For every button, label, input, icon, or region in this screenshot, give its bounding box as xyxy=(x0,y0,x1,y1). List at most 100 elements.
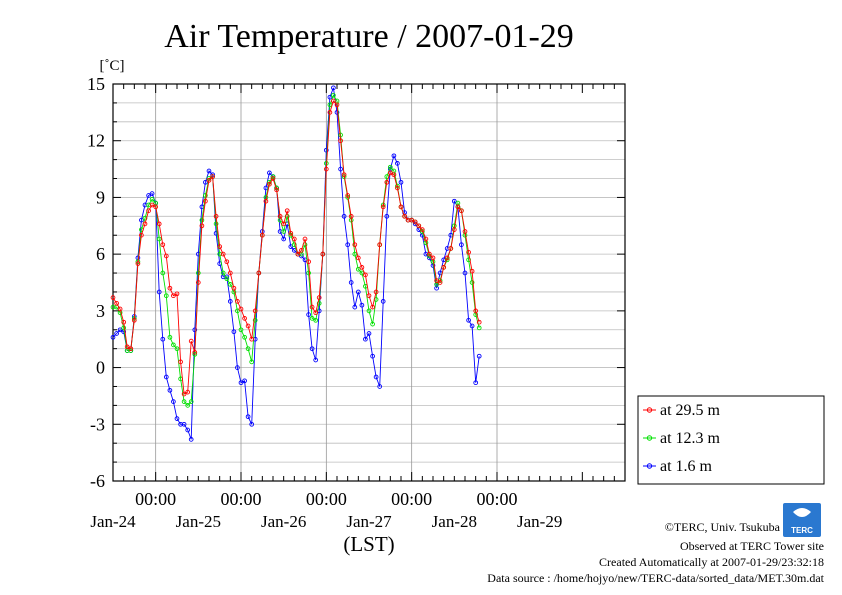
y-tick-label: 12 xyxy=(87,131,105,151)
data-point xyxy=(473,308,479,314)
data-point xyxy=(249,336,255,342)
x-axis-ticks: 00:00 00:00 00:00 00:00 00:00 Jan-24 Jan-25 Jan… xyxy=(90,84,626,531)
data-point xyxy=(263,198,269,204)
data-point xyxy=(235,365,240,370)
data-point xyxy=(131,317,137,323)
data-point xyxy=(181,391,187,397)
data-point xyxy=(178,359,183,365)
data-point xyxy=(227,282,233,287)
data-point xyxy=(299,248,304,253)
data-point xyxy=(235,308,240,314)
terc-logo: TERC xyxy=(783,503,821,537)
data-point xyxy=(331,92,336,98)
data-point xyxy=(462,270,468,276)
data-point xyxy=(338,166,343,172)
data-point xyxy=(341,213,347,219)
data-point xyxy=(238,380,244,386)
data-point xyxy=(188,437,194,442)
data-point xyxy=(235,299,240,304)
x-date-label: Jan-29 xyxy=(517,512,562,531)
data-point xyxy=(398,204,404,210)
data-point xyxy=(409,217,415,223)
data-point xyxy=(199,217,205,223)
data-point xyxy=(160,336,166,342)
data-point xyxy=(135,261,141,266)
data-point xyxy=(459,208,464,214)
data-point xyxy=(277,213,283,219)
data-point xyxy=(462,229,468,234)
data-point xyxy=(419,227,425,232)
data-point xyxy=(203,179,208,185)
data-point xyxy=(149,202,155,208)
legend: at 29.5 m at 12.3 m at 1.6 m xyxy=(637,395,825,485)
credits: ©TERC, Univ. Tsukuba Observed at TERC To… xyxy=(487,520,824,585)
data-point xyxy=(163,253,169,259)
data-point xyxy=(430,255,436,261)
data-point xyxy=(238,306,244,312)
data-point xyxy=(227,270,233,276)
data-point xyxy=(476,353,482,359)
data-point xyxy=(331,98,336,104)
plot-frame xyxy=(112,83,626,482)
x-tick-label: 00:00 xyxy=(391,489,432,509)
data-point xyxy=(466,249,471,255)
data-point xyxy=(160,242,166,248)
data-point xyxy=(245,323,251,329)
data-point xyxy=(363,336,368,342)
data-point xyxy=(149,196,155,202)
data-point xyxy=(110,334,116,340)
data-point xyxy=(359,270,365,276)
data-point xyxy=(373,374,379,380)
data-point xyxy=(174,291,180,297)
data-point xyxy=(334,102,340,108)
data-point xyxy=(274,187,279,193)
y-tick-label: 3 xyxy=(96,301,105,321)
data-point xyxy=(355,255,361,261)
data-point xyxy=(476,319,482,325)
terc-logo-mark xyxy=(783,503,821,537)
data-point xyxy=(455,204,461,210)
data-point xyxy=(366,308,372,314)
x-tick-label: 00:00 xyxy=(220,489,261,509)
data-point xyxy=(363,272,368,278)
data-point xyxy=(206,178,212,183)
data-point xyxy=(199,223,205,229)
data-point xyxy=(231,329,237,335)
y-tick-label: 9 xyxy=(96,187,105,207)
series-0 xyxy=(110,98,482,397)
data-point xyxy=(345,193,351,198)
data-point xyxy=(117,306,123,312)
credit-created: Created Automatically at 2007-01-29/23:3… xyxy=(599,555,824,569)
y-tick-label: 15 xyxy=(87,74,105,94)
data-point xyxy=(281,236,287,242)
data-point xyxy=(373,289,379,295)
data-point xyxy=(437,280,443,285)
data-point xyxy=(448,246,454,251)
data-point xyxy=(469,280,475,285)
y-tick-label: 6 xyxy=(96,244,105,264)
data-point xyxy=(384,213,390,219)
data-point xyxy=(306,312,311,317)
data-point xyxy=(238,327,244,333)
data-point xyxy=(121,319,127,325)
data-point xyxy=(313,310,319,316)
x-tick-label: 00:00 xyxy=(476,489,517,509)
data-point xyxy=(391,172,397,178)
data-point xyxy=(171,293,176,299)
data-point xyxy=(156,236,162,242)
legend-swatch-marker xyxy=(646,463,653,469)
data-point xyxy=(291,242,297,248)
data-point xyxy=(444,255,450,261)
data-point xyxy=(210,174,215,179)
data-point xyxy=(384,179,390,185)
data-point xyxy=(316,295,322,300)
data-point xyxy=(213,213,219,219)
data-point xyxy=(423,236,429,242)
data-point xyxy=(370,304,375,310)
data-point xyxy=(117,327,123,333)
data-point xyxy=(416,223,422,229)
data-point xyxy=(359,265,365,270)
data-point xyxy=(313,357,319,363)
data-point xyxy=(252,317,258,323)
midnight-grid-lines xyxy=(155,84,498,481)
